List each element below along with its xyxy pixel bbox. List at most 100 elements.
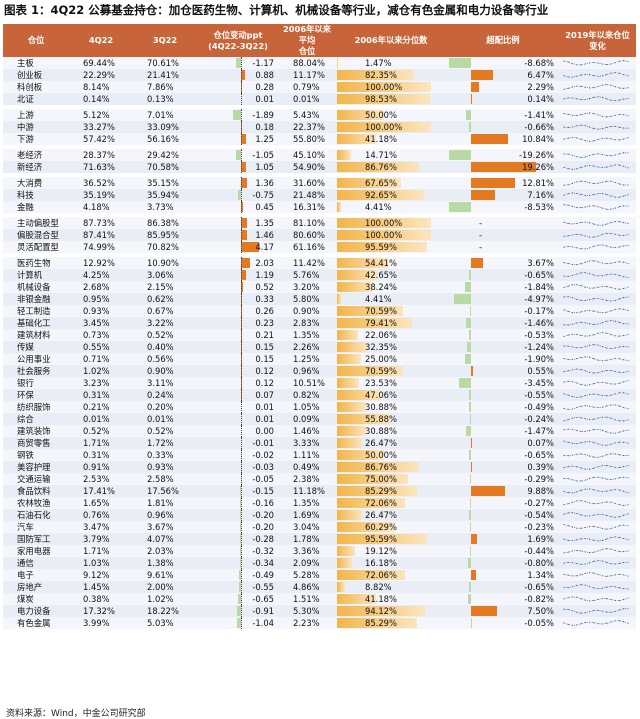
percentile: 38.24%: [335, 281, 447, 293]
table-row: 美容护理 0.91% 0.93% -0.03 0.49% 86.76% 0.39%: [3, 461, 636, 473]
position-q4: 4.18%: [83, 202, 110, 212]
position-change: 0.28: [197, 81, 279, 93]
overweight-bar: [469, 510, 471, 520]
change-value: 0.15: [255, 342, 274, 352]
percentile-bar: [337, 558, 353, 568]
trend-cell: [559, 605, 636, 617]
trend-cell: [559, 365, 636, 377]
change-bar: [240, 510, 241, 520]
position-q3: 0.20%: [147, 402, 174, 412]
change-value: 0.12: [255, 378, 274, 388]
overweight-ratio: 0.14%: [447, 93, 559, 105]
position-q3: 0.62%: [147, 294, 174, 304]
percentile-bar: [337, 258, 389, 268]
overweight-ratio: -0.24%: [447, 413, 559, 425]
overweight-ratio: -3.45%: [447, 377, 559, 389]
position-q4: 33.27%: [83, 122, 115, 132]
change-value: 0.45: [255, 202, 274, 212]
percentile-value: 85.29%: [365, 618, 397, 628]
average-position: 5.80%: [293, 294, 320, 304]
change-value: 0.15: [255, 354, 274, 364]
percentile-value: 86.76%: [365, 462, 397, 472]
trend-cell: [559, 521, 636, 533]
table-row: 主动偏股型 87.73% 86.38% 1.35 81.10% 100.00% -: [3, 217, 636, 229]
position-q3: 0.90%: [147, 366, 174, 376]
table-row: 社会服务 1.02% 0.90% 0.12 0.96% 70.59% 0.55%: [3, 365, 636, 377]
source-note: 资料来源：Wind，中金公司研究部: [6, 709, 146, 719]
overweight-value: -8.53%: [524, 202, 554, 212]
trend-sparkline: [563, 124, 629, 130]
position-q3: 21.41%: [147, 70, 179, 80]
trend-cell: [559, 149, 636, 161]
trend-sparkline: [563, 620, 629, 626]
position-q4: 1.71%: [83, 438, 110, 448]
change-bar: [241, 242, 259, 252]
overweight-value: -1.47%: [524, 426, 554, 436]
percentile: 4.41%: [335, 293, 447, 305]
table-row: 有色金属 3.99% 5.03% -1.04 2.23% 85.29% -0.05%: [3, 617, 636, 629]
percentile-value: 4.41%: [365, 202, 392, 212]
trend-sparkline: [563, 356, 629, 362]
trend-cell: [559, 161, 636, 173]
row-label: 房地产: [17, 582, 43, 592]
row-label: 科创板: [17, 82, 43, 92]
trend-sparkline: [563, 308, 629, 314]
overweight-ratio: -1.46%: [447, 317, 559, 329]
overweight-ratio: 6.47%: [447, 69, 559, 81]
percentile-bar: [337, 202, 342, 212]
table-row: 创业板 22.29% 21.41% 0.88 11.17% 82.35% 6.47%: [3, 69, 636, 81]
position-q4: 4.25%: [83, 270, 110, 280]
header-overweight: 超配比例: [447, 24, 559, 57]
average-position: 1.25%: [293, 354, 320, 364]
position-q3: 1.38%: [147, 558, 174, 568]
position-q3: 10.90%: [147, 258, 179, 268]
table-row: 基础化工 3.45% 3.22% 0.23 2.83% 79.41% -1.46%: [3, 317, 636, 329]
overweight-bar: [471, 486, 505, 496]
percentile-value: 1.47%: [365, 58, 392, 68]
overweight-ratio: -0.17%: [447, 305, 559, 317]
position-change: -0.15: [197, 485, 279, 497]
trend-cell: [559, 329, 636, 341]
position-q3: 0.67%: [147, 306, 174, 316]
percentile-value: 100.00%: [365, 122, 403, 132]
percentile-value: 19.12%: [365, 546, 397, 556]
row-label: 上游: [17, 110, 34, 120]
table-row: 科技 35.19% 35.94% -0.75 21.48% 92.65% 7.16%: [3, 189, 636, 201]
percentile-bar: [337, 58, 339, 68]
overweight-bar: [469, 402, 471, 412]
percentile-value: 75.00%: [365, 474, 397, 484]
table-row: 医药生物 12.92% 10.90% 2.03 11.42% 54.41% 3.67%: [3, 257, 636, 269]
position-q4: 87.73%: [83, 218, 115, 228]
overweight-bar: [470, 498, 471, 508]
position-q3: 35.94%: [147, 190, 179, 200]
trend-cell: [559, 317, 636, 329]
overweight-value: -0.82%: [524, 594, 554, 604]
overweight-bar: [471, 134, 508, 144]
overweight-value: -0.53%: [524, 330, 554, 340]
row-label: 电子: [17, 570, 34, 580]
position-q4: 1.65%: [83, 498, 110, 508]
percentile-value: 67.65%: [365, 178, 397, 188]
overweight-value: 10.84%: [522, 134, 554, 144]
overweight-value: -4.97%: [524, 294, 554, 304]
position-q4: 12.92%: [83, 258, 115, 268]
percentile-bar: [337, 510, 362, 520]
position-q4: 0.31%: [83, 450, 110, 460]
percentile-value: 100.00%: [365, 218, 403, 228]
row-label: 家用电器: [17, 546, 51, 556]
percentile: 30.88%: [335, 401, 447, 413]
position-change: -1.17: [197, 57, 279, 69]
overweight-ratio: -1.41%: [447, 109, 559, 121]
position-change: -0.49: [197, 569, 279, 581]
average-position: 1.78%: [293, 534, 320, 544]
position-q3: 7.01%: [147, 110, 174, 120]
percentile: 95.59%: [335, 533, 447, 545]
trend-cell: [559, 461, 636, 473]
change-value: -1.89: [252, 110, 274, 120]
overweight-bar: [471, 366, 473, 376]
average-position: 80.60%: [293, 230, 325, 240]
table-row: 偏股混合型 87.41% 85.95% 1.46 80.60% 100.00% -: [3, 229, 636, 241]
change-value: -1.05: [252, 150, 274, 160]
position-change: 1.05: [197, 161, 279, 173]
overweight-ratio: -0.55%: [447, 389, 559, 401]
